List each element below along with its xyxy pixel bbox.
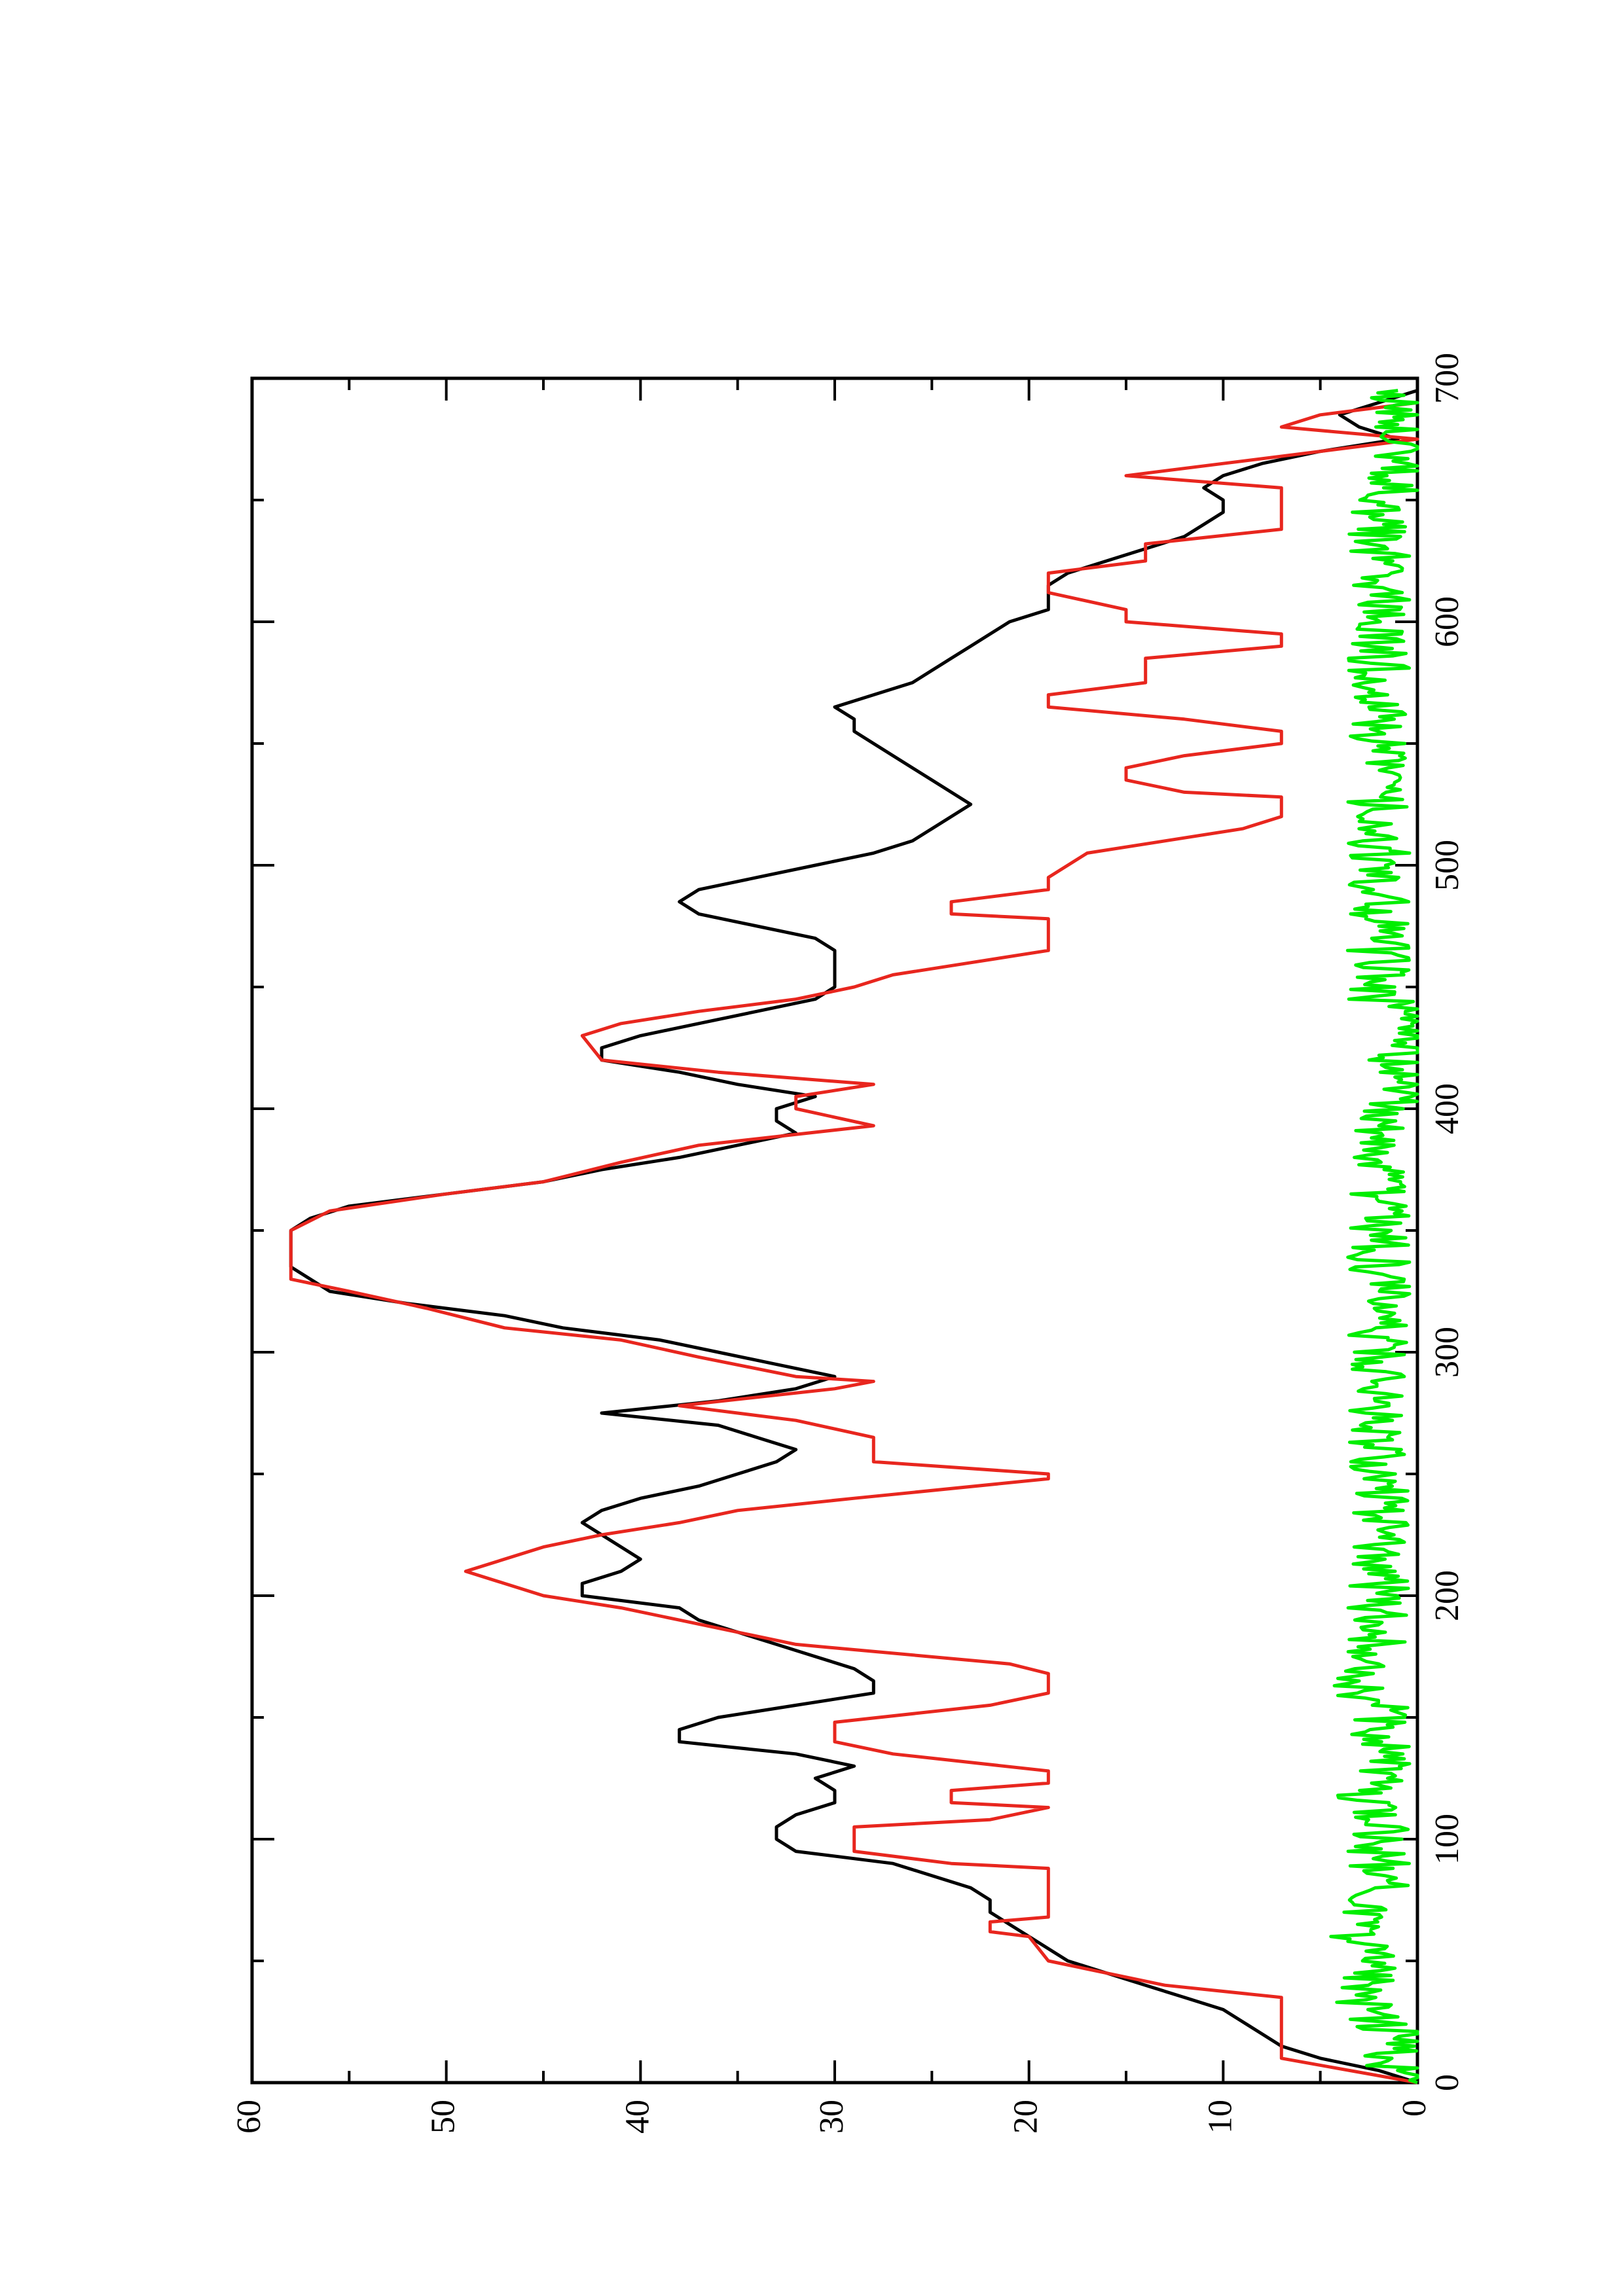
axis-tick-labels: 0 100 200 300 400 500 600 700 0 10 20 30 40 50 60 [230, 353, 1466, 2134]
x-tick-label: 600 [1429, 596, 1466, 647]
y-tick-label: 0 [1396, 2100, 1433, 2117]
x-tick-label: 500 [1429, 840, 1466, 891]
series-line-2 [289, 401, 1419, 2085]
x-tick-label: 0 [1429, 2074, 1466, 2091]
y-tick-label: 50 [425, 2100, 462, 2134]
x-tick-label: 400 [1429, 1083, 1466, 1134]
y-tick-label: 40 [619, 2100, 656, 2134]
series-lines [289, 389, 1419, 2085]
series-line-3 [1329, 389, 1419, 2085]
plot-frame [250, 376, 1419, 2085]
y-tick-label: 60 [230, 2100, 268, 2134]
x-tick-label: 200 [1429, 1570, 1466, 1621]
y-tick-label: 10 [1201, 2100, 1239, 2134]
y-tick-label: 20 [1008, 2100, 1045, 2134]
x-tick-label: 300 [1429, 1327, 1466, 1378]
x-tick-label: 700 [1429, 353, 1466, 404]
y-tick-label: 30 [813, 2100, 850, 2134]
x-tick-label: 100 [1429, 1814, 1466, 1865]
axis-ticks [251, 377, 1419, 2084]
